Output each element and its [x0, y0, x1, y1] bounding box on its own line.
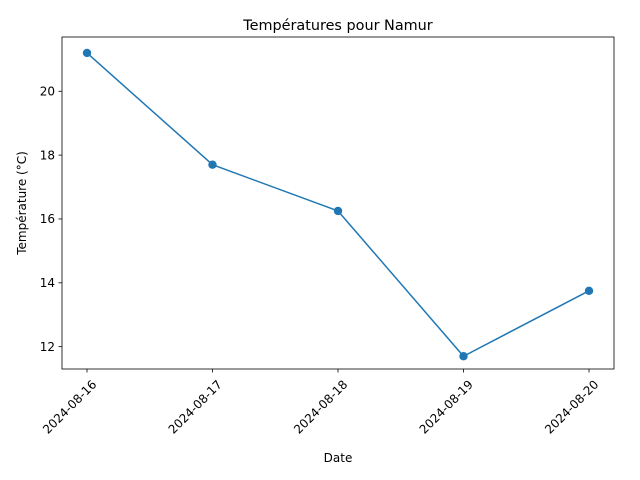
chart-title: Températures pour Namur — [242, 18, 432, 34]
x-tick-label: 2024-08-18 — [291, 377, 350, 436]
x-tick-label: 2024-08-16 — [40, 377, 99, 436]
data-point — [82, 48, 92, 58]
data-point — [459, 352, 468, 361]
data-point — [208, 160, 217, 169]
data-point — [584, 286, 594, 295]
y-tick-label: 14 — [40, 276, 55, 290]
series-layer — [82, 48, 594, 361]
y-axis: 12 14 16 18 20 — [40, 84, 62, 354]
x-axis-label: Date — [324, 451, 353, 465]
x-tick-label: 2024-08-20 — [542, 377, 601, 436]
y-tick-label: 12 — [40, 340, 55, 354]
data-point — [333, 206, 343, 216]
y-tick-label: 18 — [40, 148, 55, 162]
x-tick-label: 2024-08-19 — [417, 377, 476, 436]
y-tick-label: 20 — [40, 84, 55, 98]
series-line — [86, 52, 590, 357]
x-axis: 2024-08-16 2024-08-17 2024-08-18 2024-08-19… — [40, 369, 601, 437]
axes-frame — [61, 36, 615, 370]
y-axis-label: Température (°C) — [15, 151, 29, 256]
x-tick-label: 2024-08-17 — [166, 377, 225, 436]
y-tick-label: 16 — [40, 212, 55, 226]
